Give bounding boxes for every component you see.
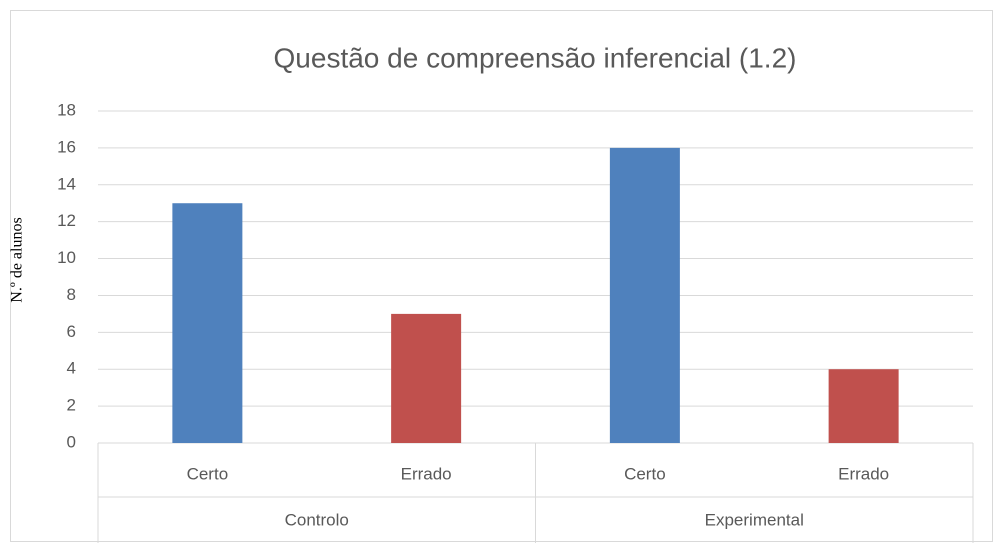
x-tick-label: Errado (838, 464, 889, 483)
x-tick-label: Certo (187, 464, 229, 483)
y-tick-label: 0 (67, 432, 76, 451)
y-tick-label: 14 (57, 174, 76, 193)
y-tick-label: 10 (57, 248, 76, 267)
y-tick-label: 12 (57, 211, 76, 230)
bar (828, 369, 899, 443)
y-tick-label: 18 (57, 100, 76, 119)
y-tick-label: 2 (67, 396, 76, 415)
x-tick-label: Errado (401, 464, 452, 483)
x-tick-label: Certo (624, 464, 666, 483)
y-axis-title: N.º de alunos (9, 217, 26, 302)
chart-title: Questão de compreensão inferencial (1.2) (274, 42, 797, 73)
bar (172, 203, 243, 443)
y-tick-label: 8 (67, 285, 76, 304)
group-label: Controlo (285, 510, 349, 529)
group-label: Experimental (705, 510, 804, 529)
y-tick-label: 16 (57, 137, 76, 156)
y-tick-label: 4 (67, 359, 76, 378)
chart-border (10, 10, 993, 542)
bar (609, 147, 680, 443)
bar (391, 313, 462, 443)
y-tick-label: 6 (67, 322, 76, 341)
